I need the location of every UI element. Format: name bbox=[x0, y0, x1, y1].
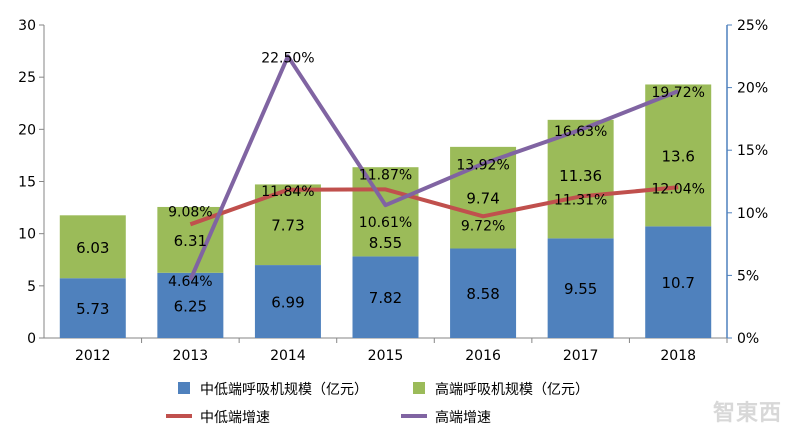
bar-data-label: 9.55 bbox=[564, 280, 597, 298]
x-tick-label: 2012 bbox=[75, 348, 111, 364]
bar-low bbox=[157, 272, 224, 338]
left-tick-label: 15 bbox=[18, 175, 36, 191]
bar-data-label: 10.7 bbox=[662, 274, 695, 292]
bar-data-label: 8.58 bbox=[466, 285, 499, 303]
bar-data-label: 7.73 bbox=[271, 217, 304, 235]
legend-label: 高端增速 bbox=[435, 409, 491, 426]
bar-low bbox=[59, 278, 126, 338]
line-data-label: 13.92% bbox=[456, 158, 509, 174]
bar-low bbox=[645, 226, 712, 338]
right-tick-label: 15% bbox=[737, 143, 768, 159]
x-tick-label: 2013 bbox=[173, 348, 209, 364]
bar-data-label: 7.82 bbox=[369, 289, 402, 307]
x-tick-label: 2016 bbox=[465, 348, 501, 364]
bar-high bbox=[645, 84, 712, 227]
right-tick-label: 5% bbox=[737, 268, 759, 284]
left-tick-label: 5 bbox=[27, 279, 36, 295]
bar-data-label: 6.25 bbox=[174, 297, 207, 315]
bar-low bbox=[547, 238, 614, 338]
bar-low bbox=[254, 265, 321, 338]
x-tick-label: 2017 bbox=[563, 348, 599, 364]
line-data-label: 12.04% bbox=[652, 181, 705, 197]
line-high-growth bbox=[188, 54, 679, 281]
x-tick-label: 2018 bbox=[660, 348, 696, 364]
left-tick-label: 20 bbox=[18, 122, 36, 138]
bar-data-label: 5.73 bbox=[76, 300, 109, 318]
left-tick-label: 0 bbox=[27, 331, 36, 347]
line-data-label: 9.08% bbox=[168, 204, 212, 220]
right-tick-label: 10% bbox=[737, 206, 768, 222]
line-data-label: 11.84% bbox=[261, 184, 314, 200]
watermark-logo: 智東西 bbox=[712, 401, 782, 426]
right-tick-label: 20% bbox=[737, 81, 768, 97]
bar-low bbox=[352, 256, 419, 338]
x-tick-label: 2015 bbox=[368, 348, 404, 364]
left-tick-label: 10 bbox=[18, 227, 36, 243]
right-tick-label: 0% bbox=[737, 331, 759, 347]
legend-label: 中低端呼吸机规模（亿元） bbox=[200, 382, 368, 398]
legend-label: 中低端增速 bbox=[200, 410, 270, 426]
line-data-label: 11.87% bbox=[359, 167, 412, 183]
line-low-growth bbox=[189, 185, 679, 227]
line-data-label: 19.72% bbox=[652, 85, 705, 101]
line-data-label: 9.72% bbox=[461, 218, 505, 234]
legend-swatch bbox=[178, 382, 190, 394]
bar-high bbox=[59, 215, 126, 279]
left-tick-label: 30 bbox=[18, 18, 36, 34]
bar-high bbox=[352, 167, 419, 257]
bar-data-label: 6.31 bbox=[174, 232, 207, 250]
left-tick-label: 25 bbox=[18, 70, 36, 86]
bar-data-label: 6.99 bbox=[271, 294, 304, 312]
bar-data-label: 6.03 bbox=[76, 239, 109, 257]
x-tick-label: 2014 bbox=[270, 348, 306, 364]
line-data-label: 16.63% bbox=[554, 124, 607, 140]
right-tick-label: 25% bbox=[737, 18, 768, 34]
line-data-label: 11.31% bbox=[554, 192, 607, 208]
bar-data-label: 8.55 bbox=[369, 234, 402, 252]
bar-low bbox=[450, 248, 517, 338]
legend-label: 高端呼吸机规模（亿元） bbox=[435, 381, 589, 398]
bar-data-label: 9.74 bbox=[466, 190, 499, 208]
line-data-label: 4.64% bbox=[168, 274, 212, 290]
legend-swatch bbox=[413, 382, 425, 394]
line-data-label: 22.50% bbox=[261, 50, 314, 66]
line-data-label: 10.61% bbox=[359, 215, 412, 231]
bar-data-label: 11.36 bbox=[559, 167, 602, 185]
bar-data-label: 13.6 bbox=[662, 147, 695, 165]
bar-high bbox=[547, 119, 614, 239]
